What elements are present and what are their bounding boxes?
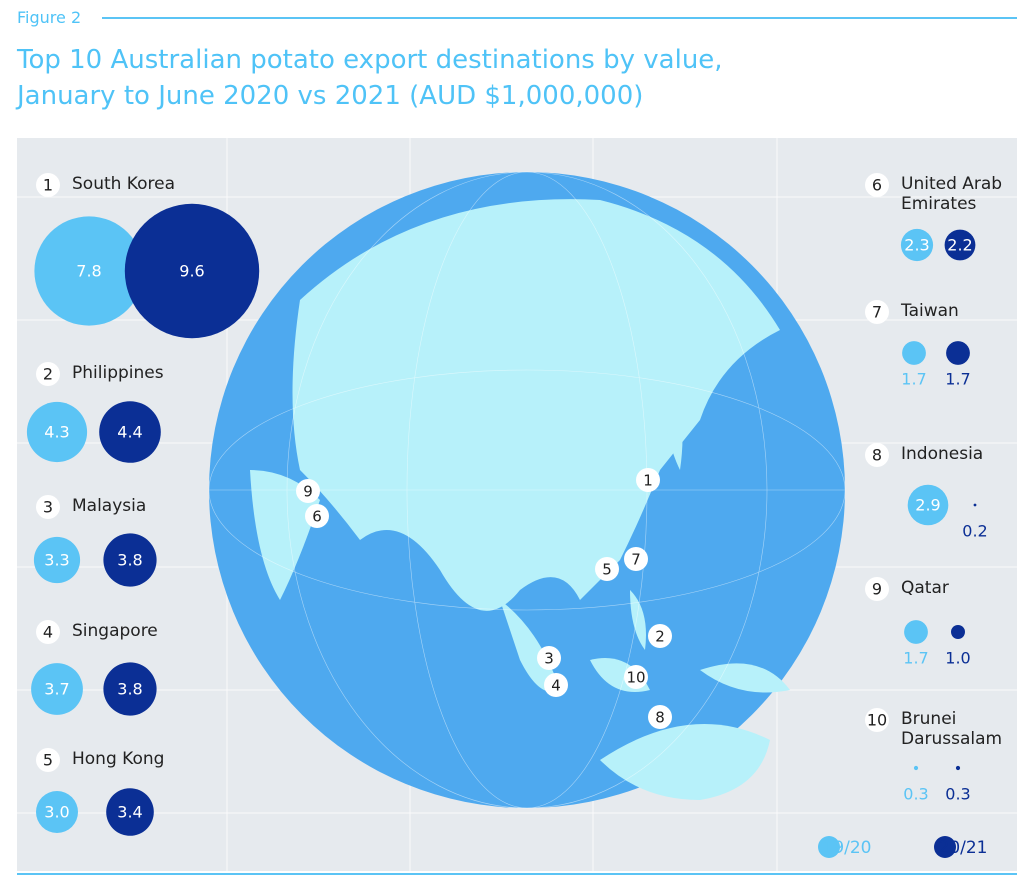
value-label: 0.3	[903, 785, 928, 804]
map-marker	[648, 705, 672, 729]
rank-badge	[36, 620, 60, 644]
chart-title: Top 10 Australian potato export destinat…	[17, 45, 723, 111]
map-marker	[595, 557, 619, 581]
rank-label: 10	[867, 711, 887, 730]
country-name: United Arab Emirates	[901, 174, 1003, 214]
rank-badge	[865, 708, 889, 732]
rank-badge	[36, 495, 60, 519]
map-marker-label: 4	[551, 677, 561, 695]
bubble	[106, 788, 154, 836]
value-label: 2.3	[904, 236, 929, 255]
rank-label: 6	[872, 176, 882, 195]
country-name: South Korea	[72, 174, 176, 194]
value-label: 7.8	[76, 262, 101, 281]
rank-label: 3	[43, 498, 53, 517]
legend-swatch	[934, 836, 956, 858]
bubble	[26, 401, 88, 463]
value-label: 3.0	[44, 803, 69, 822]
rank-badge	[865, 577, 889, 601]
rank-badge	[865, 443, 889, 467]
map-marker-label: 10	[626, 669, 645, 687]
bubble	[31, 663, 83, 715]
country-name: Brunei Darussalam	[901, 709, 1003, 749]
rank-label: 8	[872, 446, 882, 465]
map-marker	[648, 624, 672, 648]
country-name: Hong Kong	[72, 749, 165, 769]
rank-badge	[36, 748, 60, 772]
country-name: Singapore	[72, 621, 158, 641]
bubble	[973, 503, 977, 507]
rank-label: 7	[872, 303, 882, 322]
value-label: 1.0	[945, 649, 970, 668]
bubble	[907, 484, 949, 526]
value-label: 9.6	[179, 262, 204, 281]
legend-swatch	[818, 836, 840, 858]
rank-label: 9	[872, 580, 882, 599]
map-marker-label: 6	[312, 508, 322, 526]
rank-badge	[36, 173, 60, 197]
map-marker	[544, 673, 568, 697]
value-label: 3.4	[117, 803, 142, 822]
bubble	[99, 401, 161, 463]
country-name: Qatar	[901, 578, 949, 598]
value-label: 1.7	[945, 370, 970, 389]
map-marker-label: 8	[655, 709, 665, 727]
bubble	[900, 228, 934, 262]
value-label: 3.8	[117, 551, 142, 570]
bubble	[951, 625, 965, 639]
bubble	[36, 791, 78, 833]
value-label: 2.2	[947, 236, 972, 255]
figure-label: Figure 2	[17, 8, 82, 27]
map-marker-label: 2	[655, 628, 665, 646]
value-label: 2.9	[915, 496, 940, 515]
country-name: Malaysia	[72, 496, 147, 516]
rank-label: 1	[43, 176, 53, 195]
legend-label: 20/21	[939, 838, 988, 858]
bubble	[124, 203, 260, 339]
bubble	[902, 341, 926, 365]
rank-label: 4	[43, 623, 53, 642]
country-name: Indonesia	[901, 444, 984, 464]
rank-label: 5	[43, 751, 53, 770]
map-marker	[624, 547, 648, 571]
country-name: Taiwan	[901, 301, 959, 321]
value-label: 0.3	[945, 785, 970, 804]
rank-badge	[36, 362, 60, 386]
rank-badge	[865, 173, 889, 197]
map-marker-label: 3	[544, 650, 554, 668]
bubble	[34, 216, 144, 326]
map-marker-label: 7	[631, 551, 641, 569]
bubble	[33, 536, 81, 584]
map-marker	[305, 504, 329, 528]
value-label: 1.7	[901, 370, 926, 389]
bubble	[913, 765, 919, 771]
map-marker-label: 1	[643, 472, 653, 490]
value-label: 0.2	[962, 522, 987, 541]
country-name: Philippines	[72, 363, 164, 383]
map-marker	[624, 665, 648, 689]
rank-badge	[865, 300, 889, 324]
bubble	[944, 229, 976, 261]
bubble	[103, 533, 157, 587]
legend-label: 19/20	[823, 838, 872, 858]
value-label: 3.3	[44, 551, 69, 570]
value-label: 1.7	[903, 649, 928, 668]
map-marker-label: 5	[602, 561, 612, 579]
bubble	[946, 341, 970, 365]
map-marker	[636, 468, 660, 492]
map-marker	[296, 479, 320, 503]
value-label: 3.7	[44, 680, 69, 699]
bubble	[904, 620, 928, 644]
map-marker	[537, 646, 561, 670]
map-marker-label: 9	[303, 483, 313, 501]
rank-label: 2	[43, 365, 53, 384]
bubble	[955, 765, 961, 771]
value-label: 4.3	[44, 423, 69, 442]
value-label: 3.8	[117, 680, 142, 699]
value-label: 4.4	[117, 423, 142, 442]
bubble	[103, 662, 157, 716]
